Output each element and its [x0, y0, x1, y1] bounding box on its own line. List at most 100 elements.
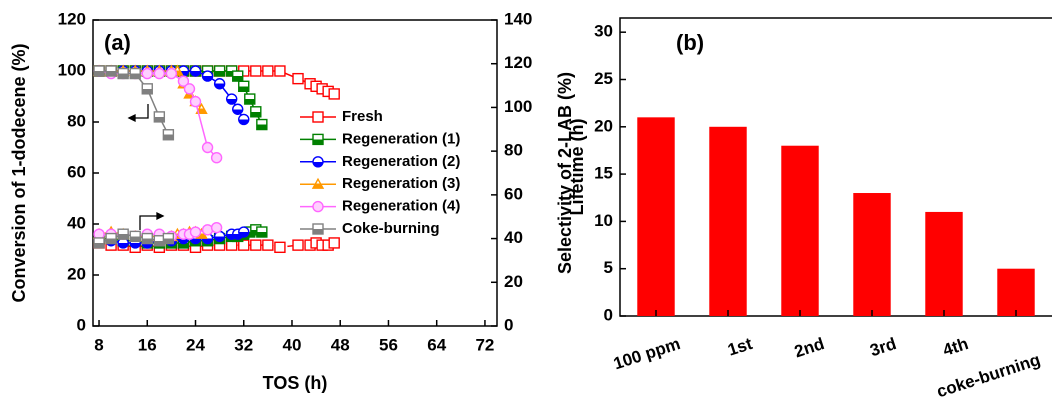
x-tick-label: 24: [186, 335, 205, 354]
data-point: [238, 239, 250, 251]
data-point: [292, 239, 304, 251]
data-point: [292, 72, 304, 85]
data-point: [183, 83, 196, 95]
data-point: [162, 129, 175, 141]
y-tick-label: 10: [594, 211, 613, 230]
legend-label: Regeneration (2): [342, 153, 460, 170]
legend-marker: [312, 111, 324, 123]
x-tick-label: 8: [94, 335, 103, 354]
x-tick-label: 100 ppm: [611, 334, 682, 373]
data-point: [153, 111, 166, 123]
data-point: [274, 65, 286, 77]
legend-label: Coke-burning: [342, 220, 440, 237]
data-point: [213, 78, 226, 90]
data-point: [210, 221, 223, 234]
plot-frame: [619, 17, 1052, 317]
panel-label: (b): [676, 30, 704, 55]
data-point: [256, 226, 268, 238]
legend-label: Regeneration (1): [342, 130, 460, 147]
data-point: [201, 141, 214, 154]
y-tick-label: 0: [604, 305, 613, 324]
data-point: [201, 70, 214, 82]
x-tick-label: 16: [138, 335, 157, 354]
axis-arrows: [127, 104, 165, 230]
y2-tick-label: 80: [504, 141, 523, 160]
data-point: [129, 67, 141, 80]
data-point: [250, 239, 262, 251]
data-point: [117, 67, 129, 80]
data-point: [328, 88, 340, 100]
data-point: [262, 239, 274, 251]
x-tick-label: 40: [283, 335, 302, 354]
legend-marker: [312, 200, 324, 213]
data-point: [262, 65, 274, 77]
y-tick-label: 20: [67, 264, 86, 283]
legend-marker: [311, 177, 325, 189]
data-point: [256, 118, 268, 131]
y2-tick-label: 120: [504, 53, 532, 72]
data-point: [238, 80, 250, 93]
y2-tick-label: 60: [504, 184, 523, 203]
data-point: [195, 102, 208, 114]
y2-tick-label: 100: [504, 97, 532, 116]
data-point: [105, 232, 117, 245]
y-tick-label: 40: [67, 213, 86, 232]
data-point: [105, 65, 117, 77]
panel-label: (a): [104, 30, 131, 55]
bar: [637, 117, 675, 316]
data-point: [213, 65, 226, 77]
y2-tick-label: 20: [504, 272, 523, 291]
y-tick-label: 0: [77, 315, 86, 334]
x-tick-label: 32: [234, 335, 253, 354]
y-tick-label: 15: [594, 164, 613, 183]
y-axis-label: Lifetime (h): [567, 118, 587, 215]
data-point: [238, 226, 250, 238]
data-point: [165, 67, 178, 80]
data-point: [210, 151, 223, 164]
data-point: [274, 241, 286, 254]
data-point: [189, 95, 202, 108]
y2-tick-label: 0: [504, 315, 513, 334]
legend-label: Regeneration (3): [342, 175, 460, 192]
y-axis-label: Conversion of 1-dodecene (%): [9, 43, 29, 302]
y-tick-label: 5: [604, 258, 613, 277]
data-point: [93, 237, 105, 249]
x-tick-label: 64: [427, 335, 446, 354]
plot-frame: [92, 19, 498, 327]
data-point: [117, 228, 129, 240]
x-tick-label: 1st: [725, 334, 755, 360]
bar: [997, 268, 1035, 316]
legend-label: Fresh: [342, 108, 383, 125]
bar: [781, 145, 819, 316]
y-tick-label: 60: [67, 162, 86, 181]
legend-label: Regeneration (4): [342, 198, 460, 215]
y2-axis-label: Selectivity of 2-LAB (%): [555, 72, 575, 274]
y-tick-label: 30: [594, 22, 613, 41]
data-point: [189, 65, 202, 77]
legend-marker: [312, 133, 324, 146]
x-tick-label: 2nd: [792, 334, 827, 361]
data-point: [177, 75, 190, 87]
data-point: [250, 106, 262, 118]
data-point: [189, 226, 202, 238]
x-tick-label: 3rd: [868, 334, 899, 360]
data-point: [232, 103, 244, 115]
x-tick-label: 72: [475, 335, 494, 354]
bar: [853, 193, 891, 316]
data-point: [141, 67, 153, 80]
y2-tick-label: 40: [504, 228, 523, 247]
data-point: [238, 113, 250, 126]
bar: [925, 211, 963, 316]
x-tick-label: 48: [331, 335, 350, 354]
legend-marker: [312, 223, 324, 235]
data-point: [328, 237, 340, 249]
y-tick-label: 80: [67, 111, 86, 130]
data-point: [153, 67, 166, 80]
data-point: [93, 65, 105, 77]
x-axis-label: TOS (h): [263, 373, 328, 393]
y-tick-label: 120: [58, 9, 86, 28]
y-tick-label: 25: [594, 69, 613, 88]
data-point: [250, 65, 262, 77]
data-point: [129, 230, 141, 243]
